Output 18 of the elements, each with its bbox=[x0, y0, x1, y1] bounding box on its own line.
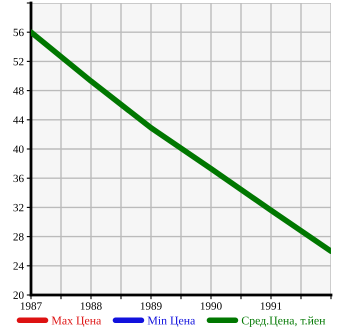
y-tick-label: 44 bbox=[13, 116, 24, 124]
y-tick-label: 28 bbox=[13, 233, 24, 241]
legend-label: Min Цена bbox=[148, 316, 196, 327]
x-tick-label: 1991 bbox=[260, 302, 282, 310]
y-tick-label: 48 bbox=[13, 87, 24, 95]
y-tick-label: 40 bbox=[13, 145, 24, 153]
legend-label: Сред.Цена, т.йен bbox=[242, 316, 326, 327]
y-tick-label: 20 bbox=[13, 291, 24, 299]
x-tick-label: 1987 bbox=[20, 302, 42, 310]
y-tick-label: 36 bbox=[13, 174, 24, 182]
y-tick-label: 24 bbox=[13, 262, 24, 270]
y-tick-label: 52 bbox=[14, 58, 24, 66]
y-tick-label: 32 bbox=[13, 204, 24, 212]
y-tick-label: 56 bbox=[14, 28, 24, 36]
x-tick-label: 1989 bbox=[140, 302, 162, 310]
x-tick-label: 1990 bbox=[200, 302, 222, 310]
x-tick-label: 1988 bbox=[80, 302, 102, 310]
legend-label: Max Цена bbox=[52, 316, 102, 327]
